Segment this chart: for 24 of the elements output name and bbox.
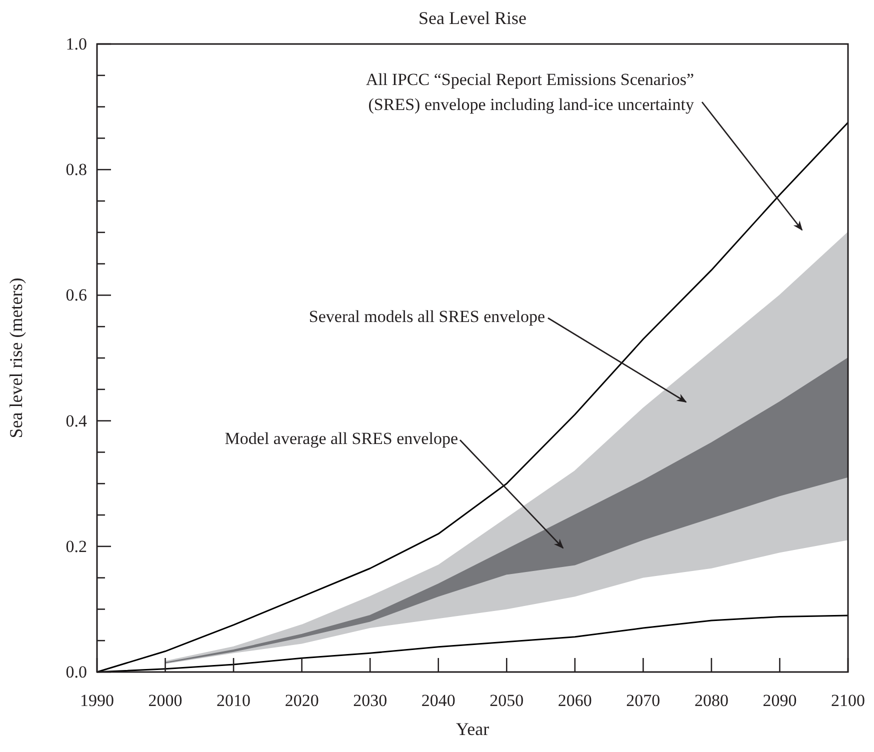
x-tick-label: 2070 [626,691,660,710]
x-tick-label: 2030 [353,691,388,710]
x-tick-label: 2010 [216,691,251,710]
y-tick-label: 0.8 [66,160,87,180]
y-tick-label: 1.0 [66,34,87,54]
x-axis-title: Year [456,719,490,739]
x-tick-label: 2060 [558,691,592,710]
x-tick-label: 2100 [831,691,865,710]
y-axis-title: Sea level rise (meters) [6,278,26,438]
x-tick-label: 1990 [80,691,114,710]
y-tick-label: 0.4 [66,411,88,430]
y-tick-label: 0.2 [66,536,87,556]
y-tick-label: 0.0 [66,662,87,682]
annotation: Several models all SRES envelope [308,307,545,326]
x-tick-label: 2080 [694,691,728,710]
x-tick-label: 2050 [490,691,524,710]
x-tick-label: 2000 [148,691,182,710]
x-tick-label: 2020 [284,691,319,710]
x-tick-label: 2040 [421,691,456,710]
annotation: All IPCC “Special Report Emissions Scenarios” (SRES) envelope including land-ice uncertainty [366,70,694,114]
y-tick-label: 0.6 [66,286,87,305]
annotation: Model average all SRES envelope [224,429,458,448]
chart-title: Sea Level Rise [418,8,526,28]
x-tick-label: 2090 [762,691,797,710]
